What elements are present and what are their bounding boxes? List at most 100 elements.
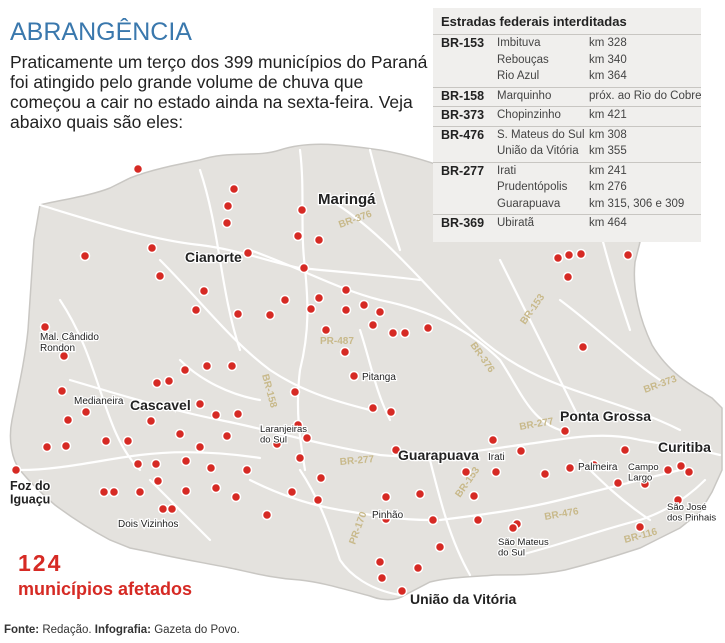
road-km: km 421: [589, 109, 627, 121]
municipality-dot: [507, 522, 519, 534]
city-label-sao-jose-dos-pinhais: São José dos Pinhais: [667, 502, 716, 524]
road: [358, 328, 392, 422]
municipality-dots: [10, 163, 695, 597]
road-km: km 328: [589, 37, 627, 49]
municipality-dot: [230, 491, 242, 503]
credits: Fonte: Redação. Infografia: Gazeta do Po…: [4, 624, 240, 636]
municipality-dot: [10, 464, 22, 476]
road: [158, 258, 372, 412]
municipality-dot: [194, 441, 206, 453]
city-label-ponta-grossa: Ponta Grossa: [560, 408, 651, 424]
municipality-dot: [292, 230, 304, 242]
city-label-maringa: Maringá: [318, 191, 376, 208]
municipality-dot: [414, 488, 426, 500]
municipality-dot: [339, 346, 351, 358]
municipality-dot: [539, 468, 551, 480]
municipality-dot: [434, 541, 446, 553]
municipality-dot: [146, 242, 158, 254]
municipality-dot: [312, 494, 324, 506]
municipality-dot: [152, 475, 164, 487]
road: [18, 451, 262, 472]
municipality-dot: [80, 406, 92, 418]
road-city: Chopinzinho: [497, 109, 561, 121]
road: [248, 478, 432, 522]
map-description: Praticamente um terço dos 399 municípios…: [10, 52, 428, 132]
municipality-dot: [145, 415, 157, 427]
road: [248, 248, 562, 432]
municipality-dot: [412, 562, 424, 574]
road-label: PR-487: [320, 336, 354, 347]
city-labels: Maringá Cianorte Cascavel Guarapuava Ponta G…: [9, 190, 718, 609]
municipality-dot: [672, 494, 684, 506]
road-km: km 340: [589, 53, 627, 66]
municipality-dot: [180, 455, 192, 467]
municipality-dot: [575, 248, 587, 260]
road: [578, 458, 652, 522]
municipality-dot: [174, 428, 186, 440]
municipality-dot: [201, 360, 213, 372]
road-km: km 276: [589, 181, 627, 193]
road: [148, 478, 212, 542]
municipality-dot: [150, 458, 162, 470]
road-km: km 241: [589, 164, 627, 177]
municipality-dot: [190, 304, 202, 316]
municipality-dot: [154, 270, 166, 282]
city-label-pinhao: Pinhão: [372, 510, 404, 521]
municipality-dot: [367, 319, 379, 331]
municipality-dot: [387, 327, 399, 339]
road-city: Imbituva: [497, 37, 541, 49]
affected-count: 124: [18, 550, 63, 576]
municipality-dot: [79, 250, 91, 262]
closed-roads-title: Estradas federais interditadas: [441, 14, 627, 29]
municipality-dot: [232, 308, 244, 320]
municipality-dot: [166, 503, 178, 515]
municipality-dot: [180, 485, 192, 497]
municipality-dot: [490, 466, 502, 478]
road-city: Marquinho: [497, 89, 552, 102]
municipality-dot: [340, 304, 352, 316]
road-group: BR-476 S. Mateus do Sul km 308 União da Vit…: [433, 125, 701, 163]
road-city: Irati: [497, 164, 517, 177]
municipality-dot: [340, 284, 352, 296]
municipality-dot: [422, 322, 434, 334]
municipality-dot: [39, 321, 51, 333]
road-label: BR-277: [339, 454, 375, 468]
municipality-dot: [515, 445, 527, 457]
municipality-dot: [179, 364, 191, 376]
road: [198, 168, 242, 352]
municipality-dot: [472, 514, 484, 526]
municipality-dot: [222, 200, 234, 212]
municipality-dot: [634, 521, 646, 533]
source-text: Redação.: [39, 624, 95, 636]
municipality-dot: [292, 419, 304, 431]
graphics-text: Gazeta do Povo.: [151, 624, 240, 636]
city-label-laranjeiras-do-sul: Laranjeiras do Sul: [260, 424, 307, 446]
municipality-dot: [221, 430, 233, 442]
city-label-irati: Irati: [488, 452, 505, 463]
municipality-dot: [487, 434, 499, 446]
municipality-dot: [612, 477, 624, 489]
city-label-sao-mateus-do-sul: São Mateus do Sul: [498, 537, 549, 559]
municipality-dot: [563, 249, 575, 261]
road-code: BR-153: [441, 36, 485, 50]
municipality-dot: [241, 464, 253, 476]
municipality-dot: [390, 444, 402, 456]
municipality-dot: [226, 360, 238, 372]
city-label-cianorte: Cianorte: [185, 249, 242, 265]
road-code: BR-476: [441, 127, 485, 142]
road-km: km 308: [589, 128, 627, 141]
municipality-dot: [374, 306, 386, 318]
municipality-dot: [298, 262, 310, 274]
road-group: BR-373 Chopinzinho km 421: [433, 106, 701, 127]
road-city: União da Vitória: [497, 145, 579, 157]
affected-label: municípios afetados: [18, 579, 193, 599]
road-group: BR-153 Imbituva km 328 Rebouças km 340 Rio Az…: [433, 34, 701, 88]
municipality-dot: [221, 217, 233, 229]
road-code: BR-158: [441, 88, 485, 103]
municipality-dot: [56, 385, 68, 397]
municipality-dot: [122, 435, 134, 447]
road: [368, 148, 402, 252]
municipality-dot: [62, 414, 74, 426]
road-km: km 315, 306 e 309: [589, 197, 685, 210]
municipality-dot: [468, 490, 480, 502]
